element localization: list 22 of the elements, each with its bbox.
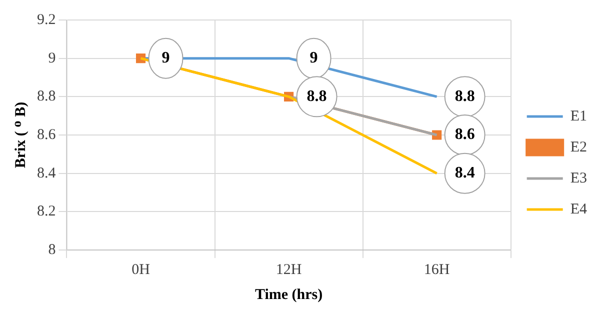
data-label: 8.6	[454, 126, 475, 144]
y-tick-label: 8.4	[37, 165, 56, 182]
x-tick-label: 0H	[132, 262, 150, 278]
legend-label: E2	[570, 139, 588, 156]
x-tick-label: 12H	[276, 262, 302, 278]
y-tick-label: 8.6	[37, 126, 56, 143]
y-tick-label: 9	[48, 50, 56, 66]
legend-label: E4	[570, 201, 588, 218]
x-tick-label: 16H	[424, 262, 450, 278]
data-label: 8.4	[454, 164, 475, 182]
y-tick-label: 9.2	[37, 12, 56, 28]
y-tick-label: 8	[48, 242, 56, 258]
y-tick-label: 8.2	[37, 204, 56, 220]
data-label: 9	[310, 49, 318, 66]
x-axis-title: Time (hrs)	[254, 286, 323, 303]
legend-label: E3	[570, 170, 588, 186]
y-tick-label: 8.8	[37, 88, 56, 105]
y-axis-title: Brix ( ᴼ B)	[12, 102, 29, 168]
data-label: 8.8	[306, 88, 327, 105]
data-label: 9	[162, 49, 170, 66]
legend-label: E1	[570, 108, 588, 124]
data-label: 8.8	[454, 88, 475, 105]
